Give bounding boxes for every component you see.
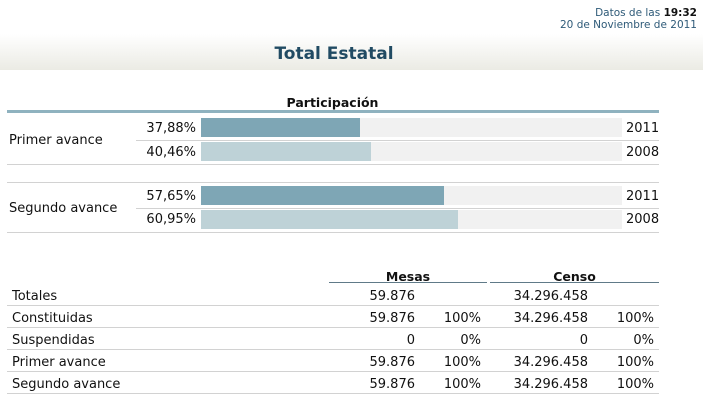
group-divider — [7, 232, 659, 233]
year-segundo-2008: 2008 — [626, 212, 660, 227]
primer-avance-mesas: 59.876 — [369, 355, 416, 370]
year-primer-2011: 2011 — [626, 121, 660, 136]
row-divider — [136, 140, 659, 141]
constituidas-mesas: 59.876 — [369, 311, 416, 326]
group-divider — [7, 164, 659, 165]
bar-fill-segundo-2011 — [201, 186, 444, 205]
timestamp-prefix: Datos de las — [595, 7, 661, 19]
header-underline-censo — [490, 282, 659, 283]
header-underline-mesas — [329, 282, 487, 283]
data-timestamp: Datos de las 19:32 20 de Noviembre de 20… — [560, 7, 697, 31]
group-label-segundo-avance: Segundo avance — [9, 201, 118, 216]
table-row-divider — [7, 305, 659, 306]
bar-track-primer-2008 — [201, 142, 622, 161]
segundo-avance-mesas: 59.876 — [369, 377, 416, 392]
suspendidas-mesas-pct: 0% — [460, 333, 481, 348]
page-title: Total Estatal — [274, 44, 394, 64]
table-row-divider — [7, 349, 659, 350]
bar-fill-primer-2008 — [201, 142, 372, 161]
segundo-avance-censo: 34.296.458 — [513, 377, 588, 392]
suspendidas-censo-pct: 0% — [633, 333, 654, 348]
timestamp-time: 19:32 — [663, 7, 697, 19]
row-label-segundo-avance: Segundo avance — [12, 377, 121, 392]
row-label-totales: Totales — [12, 289, 58, 304]
title-bar: Total Estatal — [0, 34, 703, 70]
year-segundo-2011: 2011 — [626, 189, 660, 204]
row-label-suspendidas: Suspendidas — [12, 333, 95, 348]
column-header-censo: Censo — [553, 269, 596, 284]
bar-track-segundo-2011 — [201, 186, 622, 205]
totales-censo: 34.296.458 — [513, 289, 588, 304]
pct-primer-2011: 37,88% — [146, 121, 196, 136]
pct-segundo-2008: 60,95% — [146, 212, 196, 227]
suspendidas-censo: 0 — [579, 333, 588, 348]
participacion-heading: Participación — [286, 95, 379, 110]
constituidas-censo-pct: 100% — [616, 311, 654, 326]
group-divider — [7, 182, 659, 183]
suspendidas-mesas: 0 — [406, 333, 415, 348]
primer-avance-censo-pct: 100% — [616, 355, 654, 370]
bar-fill-primer-2011 — [201, 118, 361, 137]
row-label-constituidas: Constituidas — [12, 311, 93, 326]
table-row-divider — [7, 371, 659, 372]
pct-primer-2008: 40,46% — [146, 145, 196, 160]
row-divider — [136, 208, 659, 209]
timestamp-line: Datos de las 19:32 — [560, 7, 697, 19]
bar-fill-segundo-2008 — [201, 210, 458, 229]
segundo-avance-mesas-pct: 100% — [443, 377, 481, 392]
table-row-divider — [7, 327, 659, 328]
totales-mesas: 59.876 — [369, 289, 416, 304]
column-header-mesas: Mesas — [385, 269, 431, 284]
group-label-primer-avance: Primer avance — [9, 133, 103, 148]
bar-track-segundo-2008 — [201, 210, 622, 229]
table-row-divider — [7, 393, 659, 394]
row-label-primer-avance: Primer avance — [12, 355, 106, 370]
segundo-avance-censo-pct: 100% — [616, 377, 654, 392]
primer-avance-censo: 34.296.458 — [513, 355, 588, 370]
pct-segundo-2011: 57,65% — [146, 189, 196, 204]
timestamp-date: 20 de Noviembre de 2011 — [560, 19, 697, 31]
constituidas-censo: 34.296.458 — [513, 311, 588, 326]
primer-avance-mesas-pct: 100% — [443, 355, 481, 370]
participacion-header-rule — [7, 110, 659, 113]
constituidas-mesas-pct: 100% — [443, 311, 481, 326]
year-primer-2008: 2008 — [626, 145, 660, 160]
bar-track-primer-2011 — [201, 118, 622, 137]
